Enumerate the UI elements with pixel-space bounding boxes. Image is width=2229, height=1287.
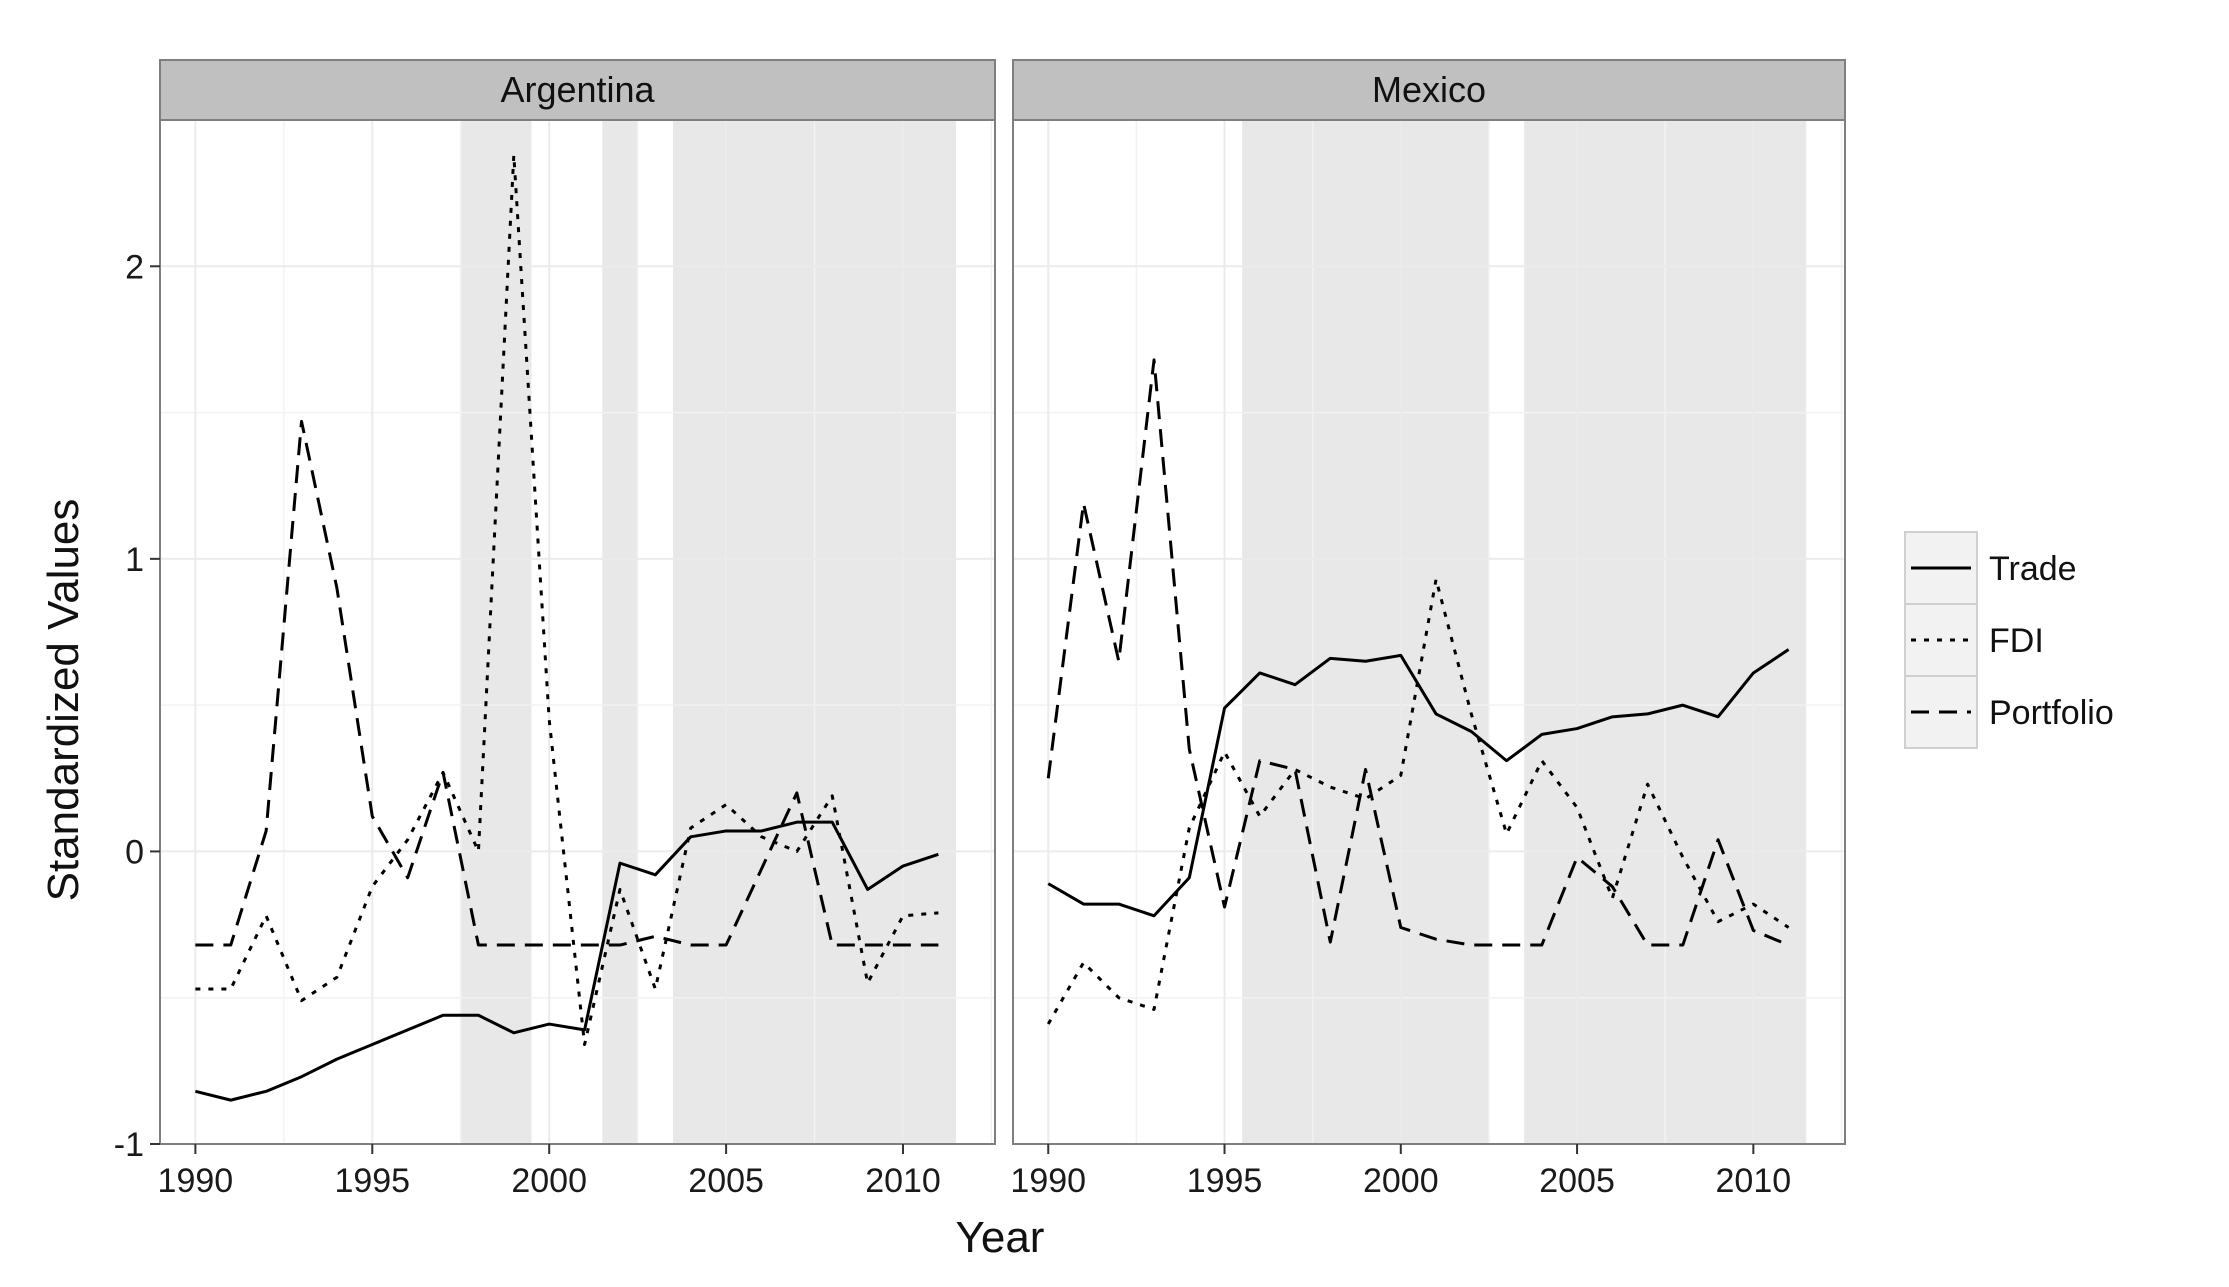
x-tick-label: 2000: [1363, 1162, 1439, 1200]
shaded-period: [460, 120, 532, 1144]
x-tick-label: 1995: [334, 1162, 410, 1200]
x-tick-label: 1990: [158, 1162, 234, 1200]
legend-label-trade: Trade: [1989, 550, 2077, 588]
y-axis-title: Standardized Values: [39, 499, 88, 902]
x-axis-title: Year: [956, 1213, 1045, 1262]
panel-mexico: Mexico 1990 1995 2000 2005 2010: [1010, 59, 1846, 1200]
x-tick-label: 2010: [1716, 1162, 1792, 1200]
facet-strip: [1012, 59, 1846, 121]
x-tick-label: 1990: [1010, 1162, 1086, 1200]
y-tick-label: 1: [125, 541, 144, 579]
facet-label: Mexico: [1372, 69, 1486, 110]
legend-label-portfolio: Portfolio: [1989, 694, 2114, 732]
panel-argentina: Argentina 1990 1995 2000 2005 2010: [158, 59, 996, 1200]
series-line-portfolio: [195, 419, 939, 947]
legend: Trade FDI Portfolio: [1904, 531, 2114, 749]
x-tick-label: 2005: [688, 1162, 764, 1200]
y-tick-label: 2: [125, 248, 144, 286]
facet-strip: [159, 59, 996, 121]
x-tick-label: 2010: [865, 1162, 941, 1200]
shaded-period: [1242, 120, 1489, 1144]
y-tick-label: -1: [114, 1126, 144, 1164]
y-tick-label: 0: [125, 833, 144, 871]
x-tick-label: 1995: [1187, 1162, 1263, 1200]
shaded-period: [602, 120, 638, 1144]
facet-label: Argentina: [500, 69, 655, 110]
x-tick-label: 2000: [511, 1162, 587, 1200]
legend-label-fdi: FDI: [1989, 622, 2044, 660]
series-line-portfolio: [1046, 358, 1790, 947]
series-line-fdi: [1046, 577, 1790, 1025]
x-tick-label: 2005: [1539, 1162, 1615, 1200]
series-line-trade: [195, 820, 939, 1102]
